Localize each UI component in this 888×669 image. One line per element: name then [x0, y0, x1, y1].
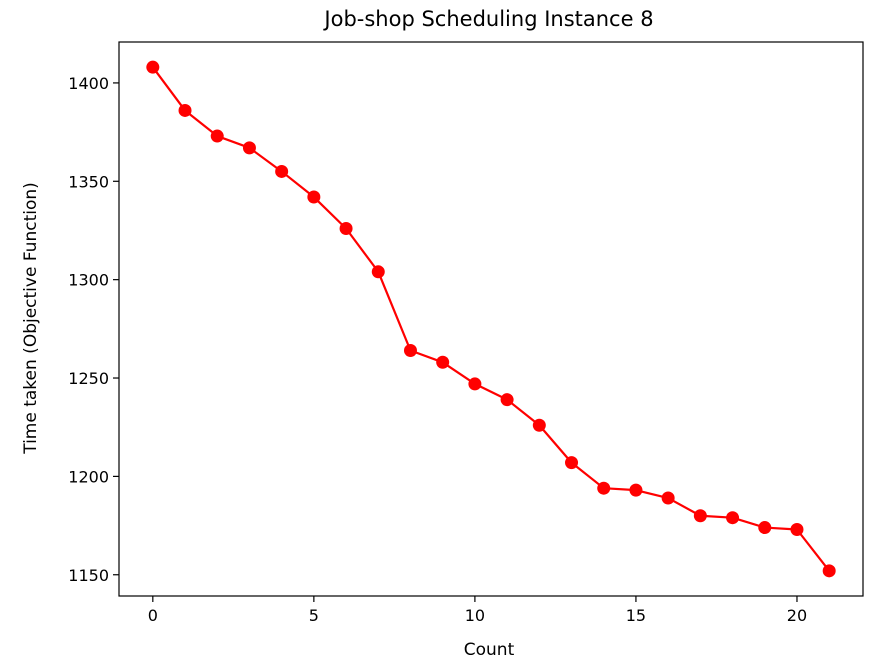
data-point — [629, 483, 643, 497]
data-point — [436, 355, 450, 369]
x-tick-label: 5 — [309, 606, 319, 625]
data-point — [532, 418, 546, 432]
data-point — [178, 103, 192, 117]
y-tick-label: 1350 — [68, 172, 109, 191]
data-point — [210, 129, 224, 143]
y-tick-label: 1250 — [68, 369, 109, 388]
data-point — [275, 164, 289, 178]
data-point — [307, 190, 321, 204]
plot-frame — [118, 41, 864, 597]
data-point — [339, 222, 353, 236]
data-point — [661, 491, 675, 505]
data-point — [790, 523, 804, 537]
data-point — [371, 265, 385, 279]
x-tick-label: 0 — [148, 606, 158, 625]
y-axis-label: Time taken (Objective Function) — [21, 182, 41, 455]
data-point — [242, 141, 256, 155]
axis-ticks: 0 5 10 15 20 1150 1200 1250 1300 1350 1400 — [68, 74, 807, 625]
data-point — [758, 521, 772, 535]
data-point — [146, 60, 160, 74]
y-tick-label: 1150 — [68, 566, 109, 585]
data-point — [822, 564, 836, 578]
data-point — [565, 456, 579, 470]
x-tick-label: 15 — [626, 606, 646, 625]
data-point — [500, 393, 514, 407]
x-tick-label: 20 — [787, 606, 807, 625]
y-tick-label: 1300 — [68, 271, 109, 290]
x-tick-label: 10 — [465, 606, 485, 625]
data-point — [597, 481, 611, 495]
data-point — [468, 377, 482, 391]
y-tick-label: 1400 — [68, 74, 109, 93]
series-line — [151, 66, 831, 572]
y-tick-label: 1200 — [68, 467, 109, 486]
series-marks — [146, 60, 836, 578]
data-point — [693, 509, 707, 523]
chart-title: Job-shop Scheduling Instance 8 — [322, 7, 653, 31]
data-point — [403, 343, 417, 357]
data-point — [726, 511, 740, 525]
x-axis-label: Count — [464, 640, 515, 660]
